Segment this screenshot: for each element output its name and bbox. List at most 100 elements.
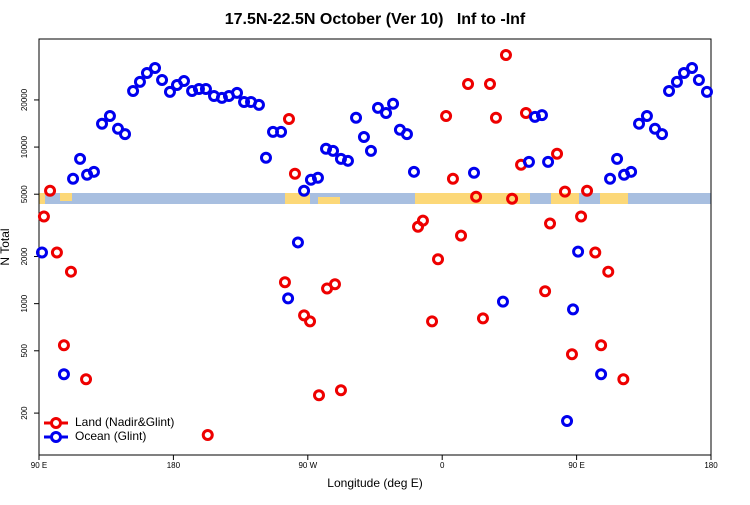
point <box>625 165 638 178</box>
point <box>327 144 340 157</box>
point <box>178 75 191 88</box>
point <box>140 67 153 80</box>
point <box>489 111 502 124</box>
point <box>565 348 578 361</box>
point <box>575 210 588 223</box>
point <box>50 246 63 259</box>
point <box>64 265 77 278</box>
point <box>567 303 580 316</box>
point <box>231 86 244 99</box>
point <box>670 75 683 88</box>
point <box>677 67 690 80</box>
x-tick-label: 90 W <box>298 461 317 470</box>
x-tick-label: 90 E <box>568 461 584 470</box>
point <box>364 144 377 157</box>
point <box>387 97 400 110</box>
point <box>313 389 325 402</box>
point <box>192 82 205 95</box>
point <box>595 368 608 381</box>
map-strip <box>39 193 711 204</box>
point <box>528 110 541 123</box>
point <box>278 276 291 289</box>
point <box>581 184 594 197</box>
point <box>692 74 705 87</box>
point <box>119 128 132 141</box>
point <box>700 85 713 98</box>
point <box>440 109 453 122</box>
point <box>663 85 676 98</box>
y-axis-label: N Total <box>0 228 12 265</box>
point <box>357 130 370 143</box>
point <box>350 111 363 124</box>
point <box>238 96 251 109</box>
point <box>506 192 519 205</box>
point <box>589 246 602 259</box>
point <box>304 315 317 328</box>
point <box>572 245 585 258</box>
y-tick-label: 10000 <box>20 135 29 158</box>
point <box>542 155 555 168</box>
point <box>407 165 420 178</box>
point <box>96 117 109 130</box>
x-tick-label: 0 <box>440 461 445 470</box>
point <box>455 229 468 242</box>
legend-marker <box>50 431 62 443</box>
point <box>186 85 199 98</box>
y-tick-label: 500 <box>20 344 29 358</box>
point <box>371 101 384 114</box>
point <box>57 339 70 352</box>
point <box>544 217 557 230</box>
point <box>103 109 116 122</box>
point <box>499 49 512 62</box>
point <box>656 128 669 141</box>
point <box>561 415 574 428</box>
point <box>334 384 347 397</box>
point <box>551 147 564 160</box>
point <box>640 109 653 122</box>
point <box>604 172 617 185</box>
point <box>496 295 509 308</box>
point <box>416 214 429 227</box>
point <box>611 152 624 165</box>
point <box>400 128 413 141</box>
y-tick-label: 5000 <box>20 185 29 203</box>
point <box>156 74 169 87</box>
point <box>483 77 496 90</box>
point <box>57 368 70 381</box>
legend-label: Land (Nadir&Glint) <box>75 415 174 429</box>
point <box>44 184 57 197</box>
point <box>87 165 100 178</box>
point <box>617 373 630 386</box>
point <box>35 246 48 259</box>
point <box>201 428 214 441</box>
point <box>432 253 445 266</box>
y-tick-label: 20000 <box>20 88 29 111</box>
point <box>37 210 50 223</box>
point <box>291 236 304 249</box>
point <box>328 278 341 291</box>
point <box>446 172 459 185</box>
x-tick-label: 90 E <box>31 461 47 470</box>
chart-title: 17.5N-22.5N October (Ver 10) Inf to -Inf <box>225 11 526 28</box>
point <box>686 61 699 74</box>
y-tick-label: 2000 <box>20 247 29 265</box>
point <box>595 339 608 352</box>
point <box>539 285 552 298</box>
point <box>298 309 311 322</box>
point <box>67 172 80 185</box>
point <box>341 154 354 167</box>
point <box>80 373 93 386</box>
point <box>470 190 483 203</box>
point <box>163 85 176 98</box>
point <box>476 312 489 325</box>
point <box>468 166 481 179</box>
point <box>275 125 288 138</box>
point <box>522 155 535 168</box>
point <box>558 185 571 198</box>
point <box>282 113 295 126</box>
point <box>535 109 548 122</box>
point <box>426 315 439 328</box>
point <box>199 82 212 95</box>
point <box>74 152 87 165</box>
